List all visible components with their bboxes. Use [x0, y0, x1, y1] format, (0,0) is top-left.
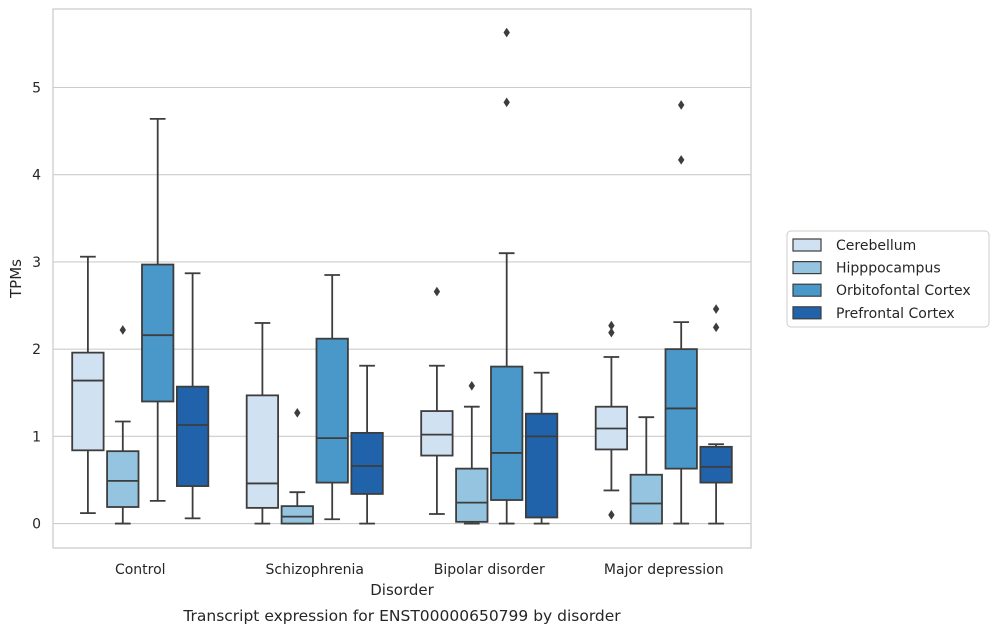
y-tick-label: 5	[32, 80, 41, 96]
outlier-point	[608, 320, 615, 331]
box-cerebellum-bipolar-disorder	[420, 286, 454, 515]
box-iqr	[71, 351, 105, 452]
y-tick-label: 2	[32, 342, 41, 358]
box-prefrontal-cortex-schizophrenia	[350, 364, 384, 525]
legend: Cerebellum Hipppocampus Orbitofontal Corte…	[786, 230, 990, 328]
box-orbitofontal-cortex-bipolar-disorder	[490, 27, 524, 525]
plot-frame	[52, 8, 752, 549]
x-tick-label: Bipolar disorder	[434, 562, 545, 578]
y-axis-label: TPMs	[7, 259, 25, 299]
box-prefrontal-cortex-control	[175, 272, 210, 520]
box-hipppocampus-schizophrenia	[280, 408, 314, 525]
box-hipppocampus-bipolar-disorder	[455, 380, 489, 525]
box-iqr	[455, 467, 489, 523]
outlier-point	[712, 304, 720, 314]
x-axis-label: Disorder	[370, 581, 434, 599]
outlier-point	[468, 380, 475, 391]
box-prefrontal-cortex-major-depression	[699, 304, 733, 525]
box-iqr	[175, 385, 210, 487]
outlier-point	[712, 322, 720, 333]
box-iqr	[350, 431, 384, 495]
box-orbitofontal-cortex-major-depression	[664, 100, 698, 525]
legend-swatch	[792, 261, 822, 275]
chart-caption: Transcript expression for ENST0000065079…	[182, 607, 621, 625]
outlier-point	[678, 100, 685, 110]
y-tick-label: 1	[32, 429, 41, 445]
outlier-point	[433, 286, 441, 297]
box-iqr	[280, 505, 314, 525]
legend-label: Prefrontal Cortex	[836, 306, 955, 322]
box-hipppocampus-major-depression	[629, 416, 663, 525]
legend-swatch	[792, 238, 822, 252]
legend-swatch	[792, 306, 822, 320]
x-tick-label: Schizophrenia	[266, 562, 364, 578]
legend-swatch	[792, 283, 822, 297]
outlier-point	[608, 510, 615, 520]
outlier-point	[503, 97, 510, 108]
box-iqr	[629, 473, 663, 525]
box-iqr	[141, 263, 175, 403]
box-prefrontal-cortex-bipolar-disorder	[524, 371, 559, 525]
outlier-point	[503, 27, 510, 38]
legend-label: Orbitofontal Cortex	[836, 283, 971, 299]
box-iqr	[315, 337, 349, 484]
legend-frame	[786, 230, 990, 328]
box-hipppocampus-control	[106, 325, 140, 525]
box-iqr	[490, 365, 524, 501]
legend-label: Hipppocampus	[836, 261, 941, 277]
box-iqr	[420, 410, 454, 457]
box-cerebellum-control	[71, 255, 105, 515]
box-cerebellum-major-depression	[594, 320, 629, 520]
box-cerebellum-schizophrenia	[245, 322, 280, 525]
y-tick-label: 0	[32, 517, 41, 533]
box-iqr	[106, 450, 140, 508]
box-iqr	[245, 394, 280, 509]
y-tick-label: 4	[32, 168, 41, 184]
y-tick-label: 3	[32, 255, 41, 271]
outlier-point	[294, 408, 301, 418]
box-iqr	[699, 445, 733, 484]
box-iqr	[524, 412, 559, 519]
outlier-point	[608, 327, 615, 338]
box-orbitofontal-cortex-control	[141, 117, 175, 502]
box-orbitofontal-cortex-schizophrenia	[315, 274, 349, 521]
x-tick-label: Control	[115, 562, 166, 578]
outlier-point	[678, 155, 685, 165]
legend-label: Cerebellum	[836, 238, 916, 254]
x-tick-label: Major depression	[604, 562, 724, 578]
outlier-point	[119, 325, 126, 335]
